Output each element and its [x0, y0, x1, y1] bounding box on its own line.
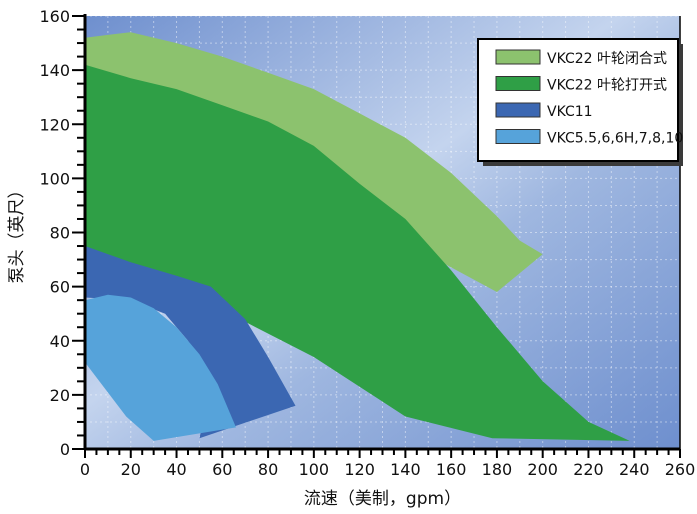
legend-label: VKC22 叶轮打开式 [547, 77, 667, 94]
x-tick-label: 200 [527, 460, 558, 479]
y-tick-label: 100 [39, 169, 70, 188]
y-tick-label: 60 [50, 278, 70, 297]
x-tick-label: 80 [258, 460, 278, 479]
legend-label: VKC22 叶轮闭合式 [547, 51, 667, 67]
x-tick-label: 240 [619, 460, 650, 479]
y-tick-label: 20 [50, 386, 70, 405]
legend-swatch [495, 49, 541, 65]
x-tick-label: 220 [573, 460, 604, 479]
x-tick-label: 180 [482, 460, 513, 479]
legend-label: VKC5.5,6,6H,7,8,10 [547, 131, 683, 147]
legend-swatch [495, 129, 541, 144]
area-series-2 [85, 64, 630, 441]
x-tick-label: 40 [166, 460, 186, 479]
y-tick-label: 80 [50, 224, 70, 243]
y-tick-label: 0 [60, 440, 70, 459]
y-tick-label: 160 [39, 7, 70, 26]
legend-swatch [495, 102, 541, 118]
x-tick-label: 60 [212, 460, 232, 479]
area-series [85, 32, 630, 441]
x-tick-label: 100 [299, 460, 330, 479]
area-series-3 [85, 246, 296, 439]
y-axis-label: 泵头（英尺） [7, 182, 27, 284]
area-series-4 [85, 294, 236, 441]
x-tick-label: 120 [344, 460, 375, 479]
x-tick-label: 160 [436, 460, 467, 479]
y-tick-label: 40 [50, 332, 70, 351]
legend-label: VKC11 [547, 104, 593, 120]
y-tick-label: 140 [39, 61, 70, 80]
x-tick-label: 0 [80, 460, 90, 479]
x-axis-label: 流速（美制，gpm） [304, 489, 461, 509]
legend: VKC22 叶轮闭合式 VKC22 叶轮打开式 VKC11 VKC5.5,6,6H,7… [477, 38, 683, 166]
legend-swatch [495, 76, 541, 91]
x-tick-label: 140 [390, 460, 421, 479]
y-tick-label: 120 [39, 115, 70, 134]
ticks: 0 20 40 60 80 100 120 140 160 180 200 220 240 260 0 20 4… [39, 7, 695, 479]
x-tick-label: 20 [121, 460, 141, 479]
x-tick-label: 260 [665, 460, 696, 479]
